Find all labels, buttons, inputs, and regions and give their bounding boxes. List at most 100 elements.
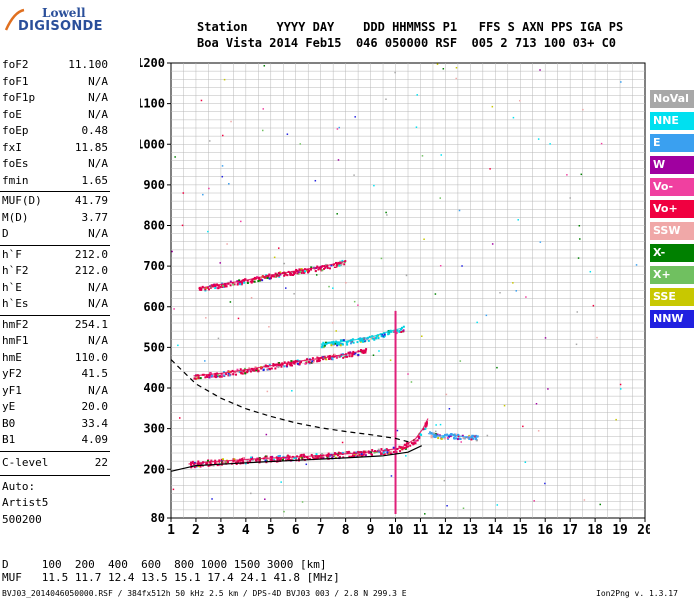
noise-point (517, 219, 519, 221)
echo-point (289, 271, 292, 274)
legend-item: NNE (650, 112, 694, 130)
echo-point (217, 374, 220, 377)
noise-point (575, 343, 578, 346)
echo-point (314, 457, 317, 460)
param-label: hmE (2, 350, 22, 364)
echo-point (189, 463, 192, 466)
noise-point (208, 140, 211, 142)
echo-point (354, 352, 357, 355)
echo-point (265, 455, 268, 458)
echo-point (213, 462, 216, 465)
param-row: fxI 11.85 (2, 141, 108, 157)
param-label: M(D) (2, 210, 29, 224)
noise-point (496, 366, 498, 369)
noise-point (293, 293, 295, 295)
noise-point (277, 247, 280, 249)
echo-point (281, 458, 284, 461)
param-value: N/A (88, 157, 108, 170)
echo-point (225, 373, 228, 376)
echo-point (323, 344, 326, 347)
noise-point (512, 282, 514, 284)
echo-point (468, 437, 471, 440)
echo-point (241, 281, 244, 284)
echo-point (375, 334, 378, 337)
noise-point (410, 381, 413, 383)
echo-point (308, 361, 311, 364)
noise-point (544, 337, 547, 339)
noise-point (496, 504, 499, 506)
noise-point (537, 138, 540, 140)
echo-point (277, 366, 280, 369)
noise-point (380, 257, 383, 260)
echo-point (196, 377, 199, 380)
echo-point (242, 278, 245, 281)
param-label: B0 (2, 416, 16, 430)
echo-point (440, 437, 443, 440)
echo-point (330, 358, 333, 361)
echo-point (226, 460, 229, 463)
legend-item: NoVal (650, 90, 694, 108)
echo-point (305, 358, 308, 361)
echo-point (250, 281, 253, 284)
echo-point (222, 371, 225, 374)
y-tick-label: 1100 (140, 97, 165, 111)
echo-point (437, 437, 440, 440)
echo-point (232, 373, 235, 376)
noise-point (373, 184, 375, 187)
echo-point (344, 355, 347, 358)
echo-point (255, 369, 258, 372)
echo-point (248, 367, 251, 370)
echo-point (286, 454, 289, 457)
echo-point (257, 370, 260, 373)
echo-point (345, 341, 348, 344)
trace-line (427, 432, 478, 438)
echo-point (213, 375, 216, 378)
noise-point (512, 116, 515, 119)
echo-point (297, 271, 300, 274)
param-value: 41.5 (81, 367, 109, 380)
param-row: foF2 11.100 (2, 58, 108, 74)
echo-point (386, 451, 389, 454)
echo-point (329, 356, 332, 359)
echo-point (227, 374, 230, 377)
echo-point (319, 457, 322, 460)
echo-point (395, 451, 398, 454)
param-row: foEs N/A (2, 157, 108, 173)
noise-point (458, 209, 461, 212)
echo-point (321, 356, 324, 359)
noise-point (434, 293, 437, 295)
param-value: 3.77 (81, 210, 109, 224)
echo-point (241, 458, 244, 461)
echo-point (357, 453, 360, 456)
muf-line: MUF 11.5 11.7 12.4 13.5 15.1 17.4 24.1 4… (2, 571, 340, 584)
echo-point (300, 268, 303, 271)
header-line2: Boa Vista 2014 Feb15 046 050000 RSF 005 … (197, 36, 617, 50)
noise-point (396, 429, 399, 432)
echo-point (407, 445, 410, 448)
noise-point (223, 78, 226, 81)
noise-point (635, 264, 638, 266)
legend-item: SSE (650, 288, 694, 306)
echo-point (373, 451, 376, 454)
echo-point (287, 457, 290, 460)
echo-point (207, 288, 210, 291)
noise-point (221, 175, 224, 178)
echo-point (362, 340, 365, 343)
y-tick-label: 400 (143, 381, 165, 395)
x-tick-label: 18 (587, 523, 603, 538)
param-label: D (2, 227, 9, 240)
echo-point (403, 446, 406, 449)
echo-point (279, 364, 282, 367)
echo-point (210, 459, 213, 462)
echo-point (303, 271, 306, 274)
echo-point (358, 453, 361, 456)
echo-point (249, 370, 252, 373)
param-label: hmF2 (2, 317, 29, 331)
echo-point (286, 363, 289, 366)
x-tick-label: 7 (317, 523, 325, 538)
param-value: N/A (88, 91, 108, 104)
echo-point (274, 367, 277, 370)
noise-point (599, 503, 601, 506)
echo-point (290, 362, 293, 365)
echo-point (372, 337, 375, 340)
